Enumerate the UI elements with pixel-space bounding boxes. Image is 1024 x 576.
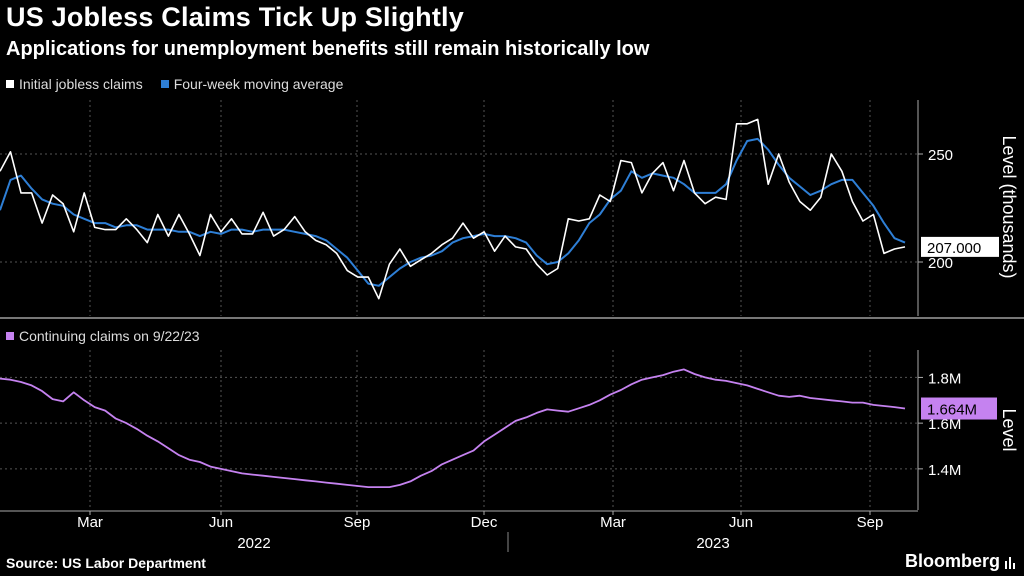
top-ytick-label: 200 [928,255,953,272]
bottom-last-value-box [921,397,997,420]
x-tick-label: Mar [77,514,103,531]
top-ylabel: Level (thousands) [999,135,1019,278]
bloomberg-bars-icon [1005,557,1015,569]
x-tick-label: Sep [344,514,371,531]
legend-label-initial: Initial jobless claims [19,76,143,92]
legend-swatch-continuing [6,332,14,340]
source-note: Source: US Labor Department [6,555,206,571]
series-line-continuing-claims [0,368,906,489]
x-tick-label: Jun [209,514,233,531]
bottom-ytick-label: 1.6M [928,416,961,433]
top-last-value-label: 207.000 [927,240,981,257]
legend-swatch-average [160,80,169,88]
legend-swatch-initial [6,80,14,88]
bottom-last-value-label: 1.664M [927,402,977,419]
legend-label-continuing: Continuing claims on 9/22/23 [19,328,200,344]
bottom-ytick-label: 1.4M [928,462,961,479]
x-tick-label: Sep [857,514,884,531]
top-last-value-box [921,236,999,257]
x-tick-label: Mar [600,514,626,531]
bottom-ylabel: Level [999,408,1019,451]
legend-label-average: Four-week moving average [173,76,344,92]
chart-subtitle: Applications for unemployment benefits s… [6,38,650,60]
x-tick-label: Dec [471,514,498,531]
series-line-initial-claims [0,118,906,300]
series-line-moving-average [0,137,906,287]
chart-title: US Jobless Claims Tick Up Slightly [6,2,464,32]
legend-item-average: Four-week moving average [160,76,344,92]
top-ytick-label: 250 [928,147,953,164]
x-tick-label: Jun [729,514,753,531]
bottom-legend: Continuing claims on 9/22/23 [6,328,200,344]
legend-item-initial: Initial jobless claims [6,76,143,92]
top-legend: Initial jobless claims Four-week moving … [6,76,343,92]
x-year-label: 2023 [696,535,729,552]
bottom-ytick-label: 1.8M [928,370,961,387]
x-year-label: 2022 [237,535,270,552]
brand-logo: Bloomberg [904,551,1000,571]
